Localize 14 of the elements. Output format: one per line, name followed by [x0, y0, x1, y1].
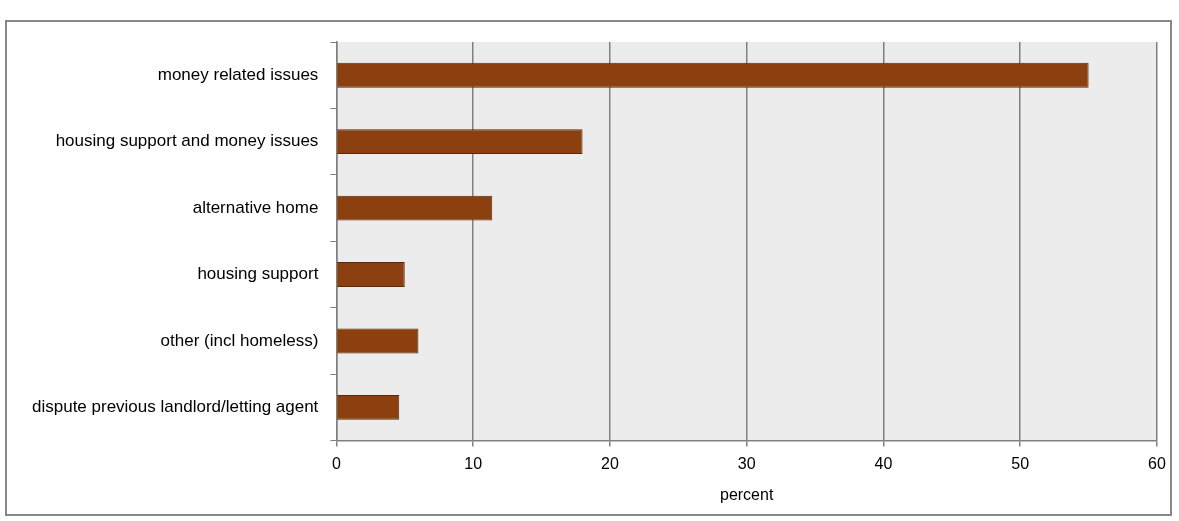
x-tick-label: 20: [601, 454, 619, 472]
y-tick-label: dispute previous landlord/letting agent: [31, 397, 319, 417]
y-tick-label: other (incl homeless): [160, 330, 319, 350]
y-tick-label: money related issues: [157, 64, 319, 84]
x-axis-title: percent: [719, 485, 774, 503]
y-tick-label: alternative home: [192, 197, 319, 217]
y-tick-label: housing support and money issues: [55, 131, 319, 151]
x-tick-label: 10: [464, 454, 483, 472]
x-tick-label: 40: [874, 454, 893, 472]
x-tick-label: 0: [331, 454, 341, 472]
x-tick-label: 30: [737, 454, 756, 472]
x-tick-label: 60: [1148, 454, 1166, 472]
x-tick-label: 50: [1011, 454, 1030, 472]
y-tick-label: housing support: [197, 264, 319, 284]
